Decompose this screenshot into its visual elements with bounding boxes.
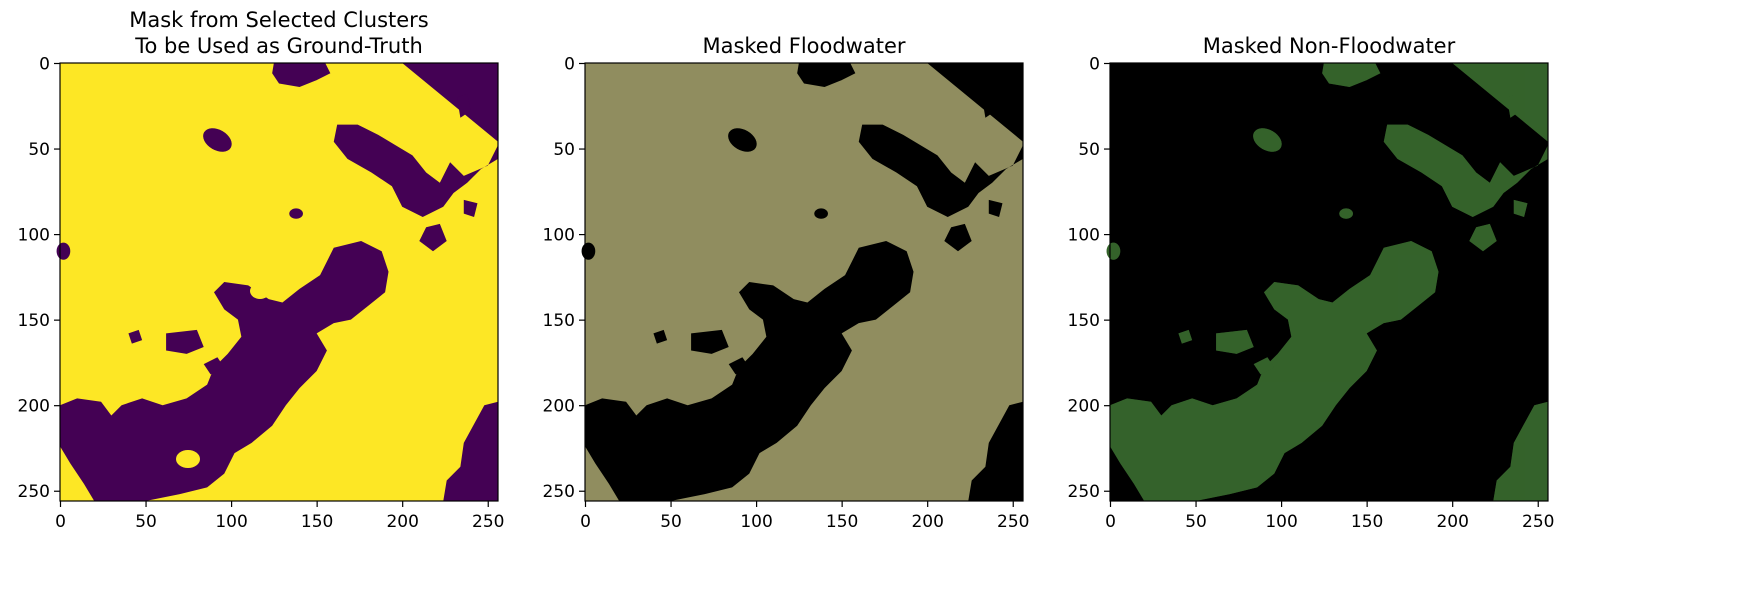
y-tick-label: 200 — [543, 397, 575, 417]
x-tick-label: 150 — [1351, 512, 1383, 532]
x-tick-label: 50 — [660, 512, 682, 532]
panel-title-line-1: Mask from Selected Clusters — [129, 8, 429, 32]
y-tick-label: 150 — [1068, 311, 1100, 331]
y-tick-label: 50 — [28, 140, 50, 160]
panel-title: Masked Non-Floodwater — [1203, 34, 1456, 58]
x-tick-label: 250 — [472, 512, 504, 532]
x-tick-label: 0 — [55, 512, 66, 532]
axes-frame — [59, 62, 499, 502]
x-tick-label: 250 — [1522, 512, 1554, 532]
y-tick-label: 200 — [18, 397, 50, 417]
y-tick-label: 0 — [1089, 55, 1100, 75]
panel-mask: Mask from Selected Clusters To be Used a… — [18, 8, 505, 532]
axes-frame — [1109, 62, 1549, 502]
x-tick-label: 200 — [1436, 512, 1468, 532]
y-tick-label: 0 — [39, 55, 50, 75]
y-tick-label: 50 — [1078, 140, 1100, 160]
y-tick-label: 0 — [564, 55, 575, 75]
y-tick-label: 100 — [543, 226, 575, 246]
axes-frame — [584, 62, 1024, 502]
y-tick-label: 150 — [18, 311, 50, 331]
y-tick-label: 150 — [543, 311, 575, 331]
floodwater-image — [581, 63, 1024, 502]
panel-title-line-2: To be Used as Ground-Truth — [134, 34, 423, 58]
x-tick-label: 200 — [386, 512, 418, 532]
non-floodwater-image — [1106, 63, 1549, 502]
x-tick-label: 100 — [215, 512, 247, 532]
y-tick-label: 100 — [18, 226, 50, 246]
mask-image — [56, 63, 499, 502]
x-tick-label: 50 — [1185, 512, 1207, 532]
x-tick-label: 0 — [580, 512, 591, 532]
y-tick-label: 50 — [553, 140, 575, 160]
panel-non-floodwater: Masked Non-Floodwater 0 50 100 150 200 250050… — [1068, 34, 1555, 532]
x-tick-label: 100 — [740, 512, 772, 532]
y-tick-label: 250 — [18, 482, 50, 502]
x-tick-label: 200 — [911, 512, 943, 532]
x-tick-label: 50 — [135, 512, 157, 532]
x-tick-label: 0 — [1105, 512, 1116, 532]
x-tick-label: 150 — [301, 512, 333, 532]
panel-floodwater: Masked Floodwater 0 50 100 150 200 2500501001… — [543, 34, 1030, 532]
y-tick-label: 250 — [543, 482, 575, 502]
y-tick-label: 200 — [1068, 397, 1100, 417]
y-tick-label: 250 — [1068, 482, 1100, 502]
x-tick-label: 150 — [826, 512, 858, 532]
x-tick-label: 250 — [997, 512, 1029, 532]
y-tick-label: 100 — [1068, 226, 1100, 246]
panel-title: Masked Floodwater — [702, 34, 905, 58]
x-tick-label: 100 — [1265, 512, 1297, 532]
